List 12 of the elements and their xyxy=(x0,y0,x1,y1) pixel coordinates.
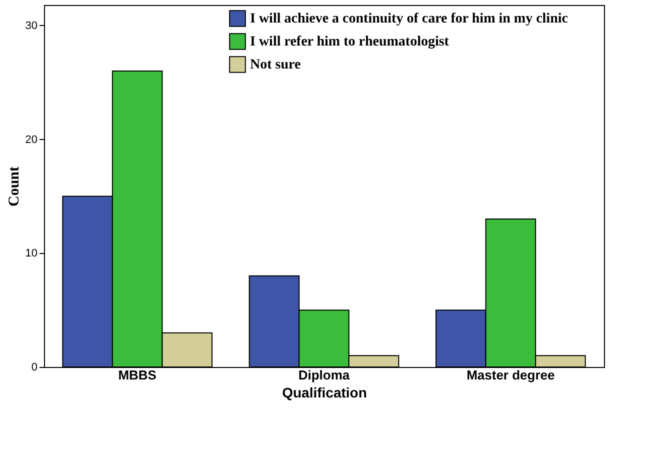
x-tick-label: Diploma xyxy=(298,368,350,382)
y-axis-title: Count xyxy=(6,166,22,207)
y-tick-label: 20 xyxy=(25,134,38,146)
x-tick-label: Master degree xyxy=(466,368,555,382)
legend-label: Not sure xyxy=(250,58,301,72)
y-tick-label: 30 xyxy=(25,20,38,32)
x-tick-label: MBBS xyxy=(118,368,157,382)
y-tick-label: 10 xyxy=(25,248,38,260)
x-axis-title: Qualification xyxy=(282,384,367,400)
legend-label: I will achieve a continuity of care for him in my clinic xyxy=(250,12,568,26)
legend-label: I will refer him to rheumatologist xyxy=(250,34,450,50)
y-tick-label: 0 xyxy=(31,362,38,374)
